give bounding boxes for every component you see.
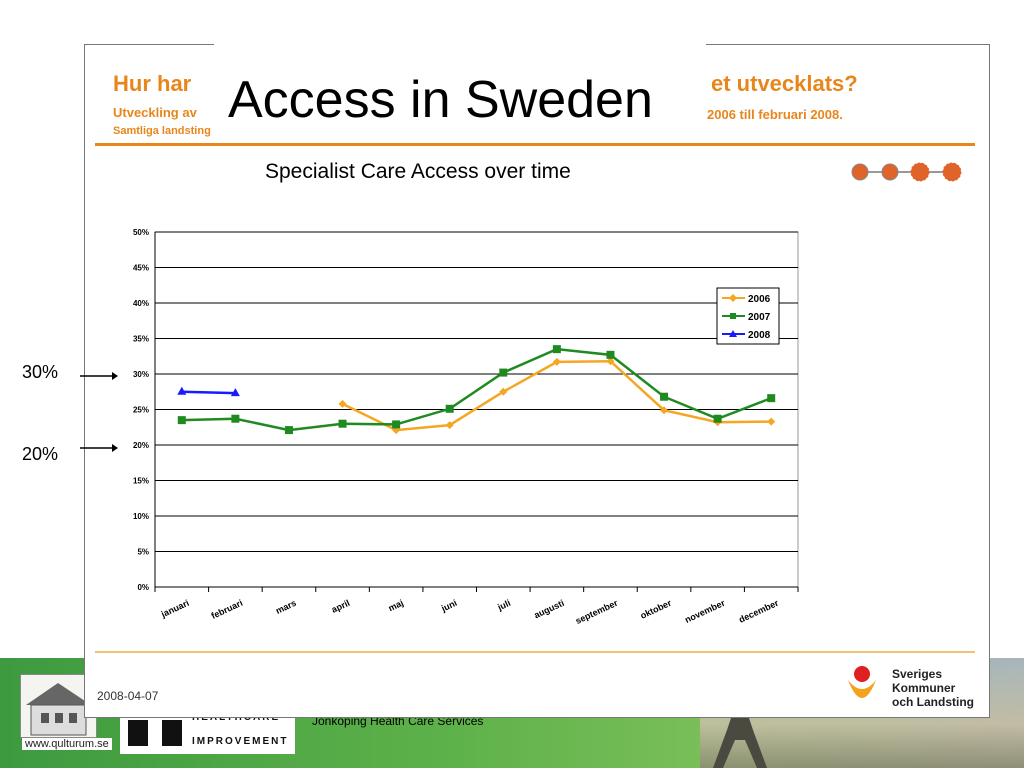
bg-title-right: et utvecklats?	[711, 71, 858, 96]
y-tick-label: 0%	[137, 583, 149, 592]
hci-line2: IMPROVEMENT	[192, 736, 289, 747]
x-tick-label: september	[574, 598, 620, 627]
x-tick-label: oktober	[639, 598, 674, 621]
data-point-2008	[177, 386, 187, 395]
x-tick-label: maj	[387, 598, 405, 614]
legend-marker-2008	[729, 330, 737, 337]
series-line-2007	[181, 347, 772, 432]
data-point-2007	[284, 426, 293, 435]
data-point-2007	[552, 345, 561, 354]
bg-subtitle-right: 2006 till februari 2008.	[707, 107, 843, 122]
y-tick-label: 10%	[133, 512, 149, 521]
legend-marker-2007	[730, 313, 736, 319]
legend-label-2007: 2007	[748, 312, 771, 323]
orange-divider	[95, 143, 975, 146]
y-tick-label: 35%	[133, 335, 149, 344]
legend-label-2006: 2006	[748, 294, 771, 305]
bg-subtitle-left: Utveckling av	[113, 105, 197, 120]
data-point-2007	[767, 394, 776, 403]
data-point-2007	[177, 416, 186, 425]
x-tick-label: juli	[495, 598, 512, 613]
eiffel-tower-icon	[713, 670, 767, 768]
x-tick-label: januari	[159, 598, 191, 620]
bg-subtitle-2: Samtliga landsting	[113, 125, 211, 137]
data-point-2006	[767, 417, 776, 426]
annotation-20: 20%	[22, 444, 59, 464]
y-tick-label: 25%	[133, 406, 149, 415]
chart-subtitle: Specialist Care Access over time	[265, 160, 571, 183]
annotation-30: 30%	[22, 362, 59, 382]
series-line-2008	[181, 390, 236, 395]
legend-label-2008: 2008	[748, 330, 771, 341]
x-tick-label: februari	[210, 598, 245, 621]
bg-title-left: Hur har	[113, 71, 192, 96]
x-tick-label: november	[683, 598, 727, 625]
y-tick-label: 50%	[133, 228, 149, 237]
qulturum-url[interactable]: www.qulturum.se	[22, 738, 112, 750]
y-tick-label: 45%	[133, 264, 149, 273]
x-tick-label: april	[330, 598, 351, 615]
line-chart: 0% 5% 10% 15% 20% 25% 30% 35% 40% 45% 50% januari fe…	[133, 228, 799, 627]
data-point-2006	[606, 357, 615, 366]
data-point-2006	[445, 421, 454, 430]
hci-square-icon	[162, 720, 182, 746]
page-title: Access in Sweden	[228, 71, 653, 129]
data-point-2007	[445, 404, 454, 413]
data-point-2007	[606, 350, 615, 359]
hci-square-icon	[128, 720, 148, 746]
y-tick-label: 20%	[133, 441, 149, 450]
x-tick-label: december	[737, 598, 780, 625]
data-point-2007	[231, 414, 240, 423]
skl-text: Sveriges Kommuner och Landsting	[892, 667, 974, 709]
x-tick-label: mars	[274, 598, 298, 616]
x-tick-label: augusti	[532, 598, 565, 621]
y-tick-label: 30%	[133, 370, 149, 379]
data-point-2007	[713, 414, 722, 423]
x-tick-label: juni	[439, 598, 459, 614]
data-point-2007	[338, 419, 347, 428]
data-point-2008	[230, 388, 240, 397]
data-point-2006	[338, 399, 347, 408]
data-point-2007	[660, 392, 669, 401]
slide-date: 2008-04-07	[97, 689, 159, 703]
qulturum-house-icon	[20, 674, 97, 738]
data-point-2006	[552, 357, 561, 366]
title-backdrop	[214, 44, 706, 142]
skl-line: Kommuner	[892, 681, 956, 695]
data-point-2006	[660, 406, 669, 415]
annotation-arrows	[80, 372, 118, 452]
data-point-2007	[392, 420, 401, 429]
skl-logo-icon	[848, 666, 876, 698]
progress-dots-icon	[851, 162, 962, 182]
y-tick-label: 40%	[133, 299, 149, 308]
legend-marker-2006	[729, 294, 737, 302]
skl-line: Sveriges	[892, 667, 943, 681]
y-tick-label: 15%	[133, 477, 149, 486]
data-point-2007	[499, 368, 508, 377]
data-point-2006	[499, 387, 508, 396]
orange-divider-bottom	[95, 651, 975, 653]
skl-line: och Landsting	[892, 695, 974, 709]
y-tick-label: 5%	[137, 548, 149, 557]
